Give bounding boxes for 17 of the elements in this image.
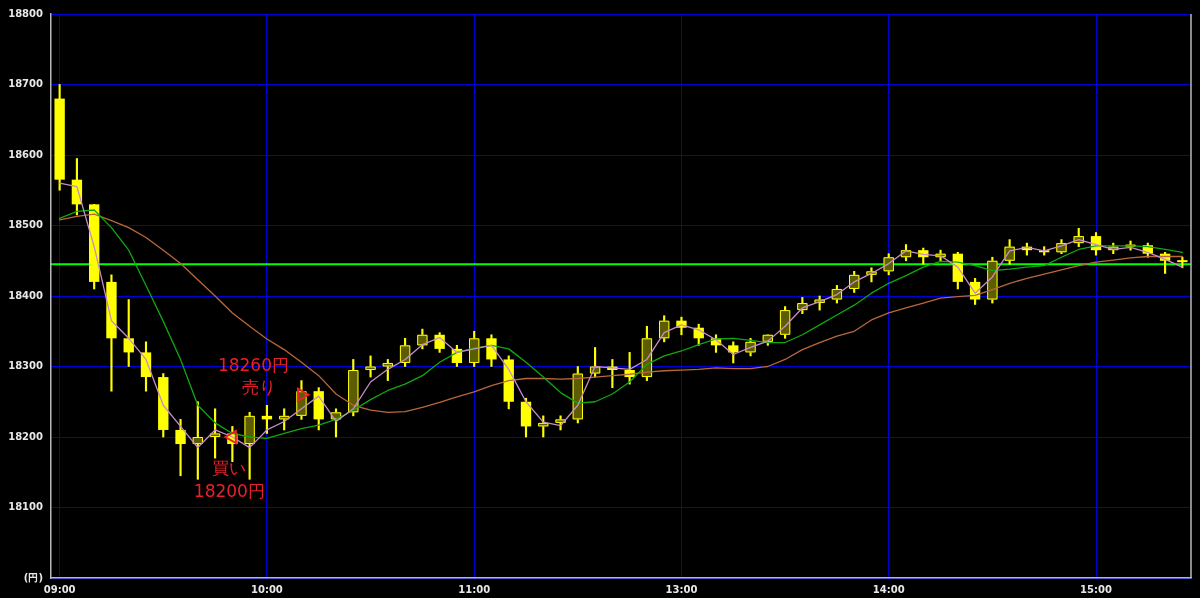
y-tick-label: 18100 — [8, 501, 44, 513]
y-tick-label: 18500 — [8, 219, 44, 231]
y-tick-label: 18400 — [8, 289, 44, 301]
x-tick-label: 13:00 — [665, 583, 698, 595]
y-tick-label: (円) — [23, 571, 43, 583]
x-tick-label: 14:00 — [872, 583, 905, 595]
x-tick-label: 15:00 — [1080, 583, 1112, 595]
y-tick-label: 18600 — [8, 148, 44, 160]
series-label: 買い — [212, 458, 247, 479]
x-tick-label: 09:00 — [43, 583, 76, 595]
y-tick-label: 18200 — [8, 430, 44, 442]
x-tick-label: 11:00 — [458, 583, 491, 595]
x-tick-label: 10:00 — [250, 583, 283, 595]
y-tick-label: 18800 — [8, 7, 44, 19]
data-label: 18200円 — [193, 481, 265, 502]
y-tick-label: 18700 — [8, 78, 44, 90]
y-tick-label: 18300 — [8, 360, 44, 372]
